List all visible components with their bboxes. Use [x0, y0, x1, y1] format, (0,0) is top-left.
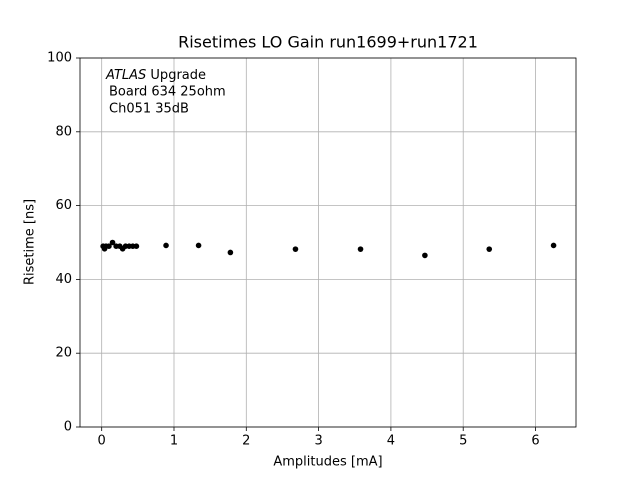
- y-tick-label: 20: [55, 346, 72, 361]
- y-tick-label: 100: [47, 51, 72, 66]
- y-tick-label: 40: [55, 272, 72, 287]
- annotation-line: Ch051 35dB: [109, 102, 189, 117]
- x-tick-label: 0: [98, 434, 106, 449]
- x-tick-label: 5: [459, 434, 467, 449]
- y-axis-label: Risetime [ns]: [23, 199, 38, 285]
- axes-frame: [79, 57, 577, 428]
- x-tick-label: 2: [242, 434, 250, 449]
- scatter-point: [195, 242, 202, 249]
- scatter-point: [486, 246, 493, 252]
- scatter-point: [106, 243, 112, 249]
- chart-title: Risetimes LO Gain run1699+run1721: [178, 33, 478, 52]
- scatter-point: [163, 242, 169, 249]
- x-tick-label: 3: [314, 434, 322, 449]
- annotation-line: ATLAS Upgrade: [105, 68, 206, 83]
- y-tick-label: 0: [64, 420, 72, 435]
- x-tick-label: 4: [387, 434, 395, 449]
- scatter-point: [227, 249, 234, 256]
- annotation-line: Board 634 25ohm: [109, 85, 226, 100]
- y-tick-label: 80: [55, 124, 72, 139]
- scatter-point: [133, 243, 140, 249]
- scatter-point: [550, 242, 557, 249]
- x-tick-label: 6: [531, 434, 539, 449]
- scatter-point: [422, 252, 428, 259]
- annotation-text: Upgrade: [150, 68, 206, 83]
- y-tick-label: 60: [55, 198, 72, 213]
- experiment-label: ATLAS: [105, 68, 146, 83]
- scatter-point: [357, 246, 364, 252]
- x-axis-label: Amplitudes [mA]: [273, 455, 382, 470]
- x-tick-label: 1: [170, 434, 178, 449]
- scatter-point: [109, 239, 116, 246]
- scatter-point: [292, 246, 299, 252]
